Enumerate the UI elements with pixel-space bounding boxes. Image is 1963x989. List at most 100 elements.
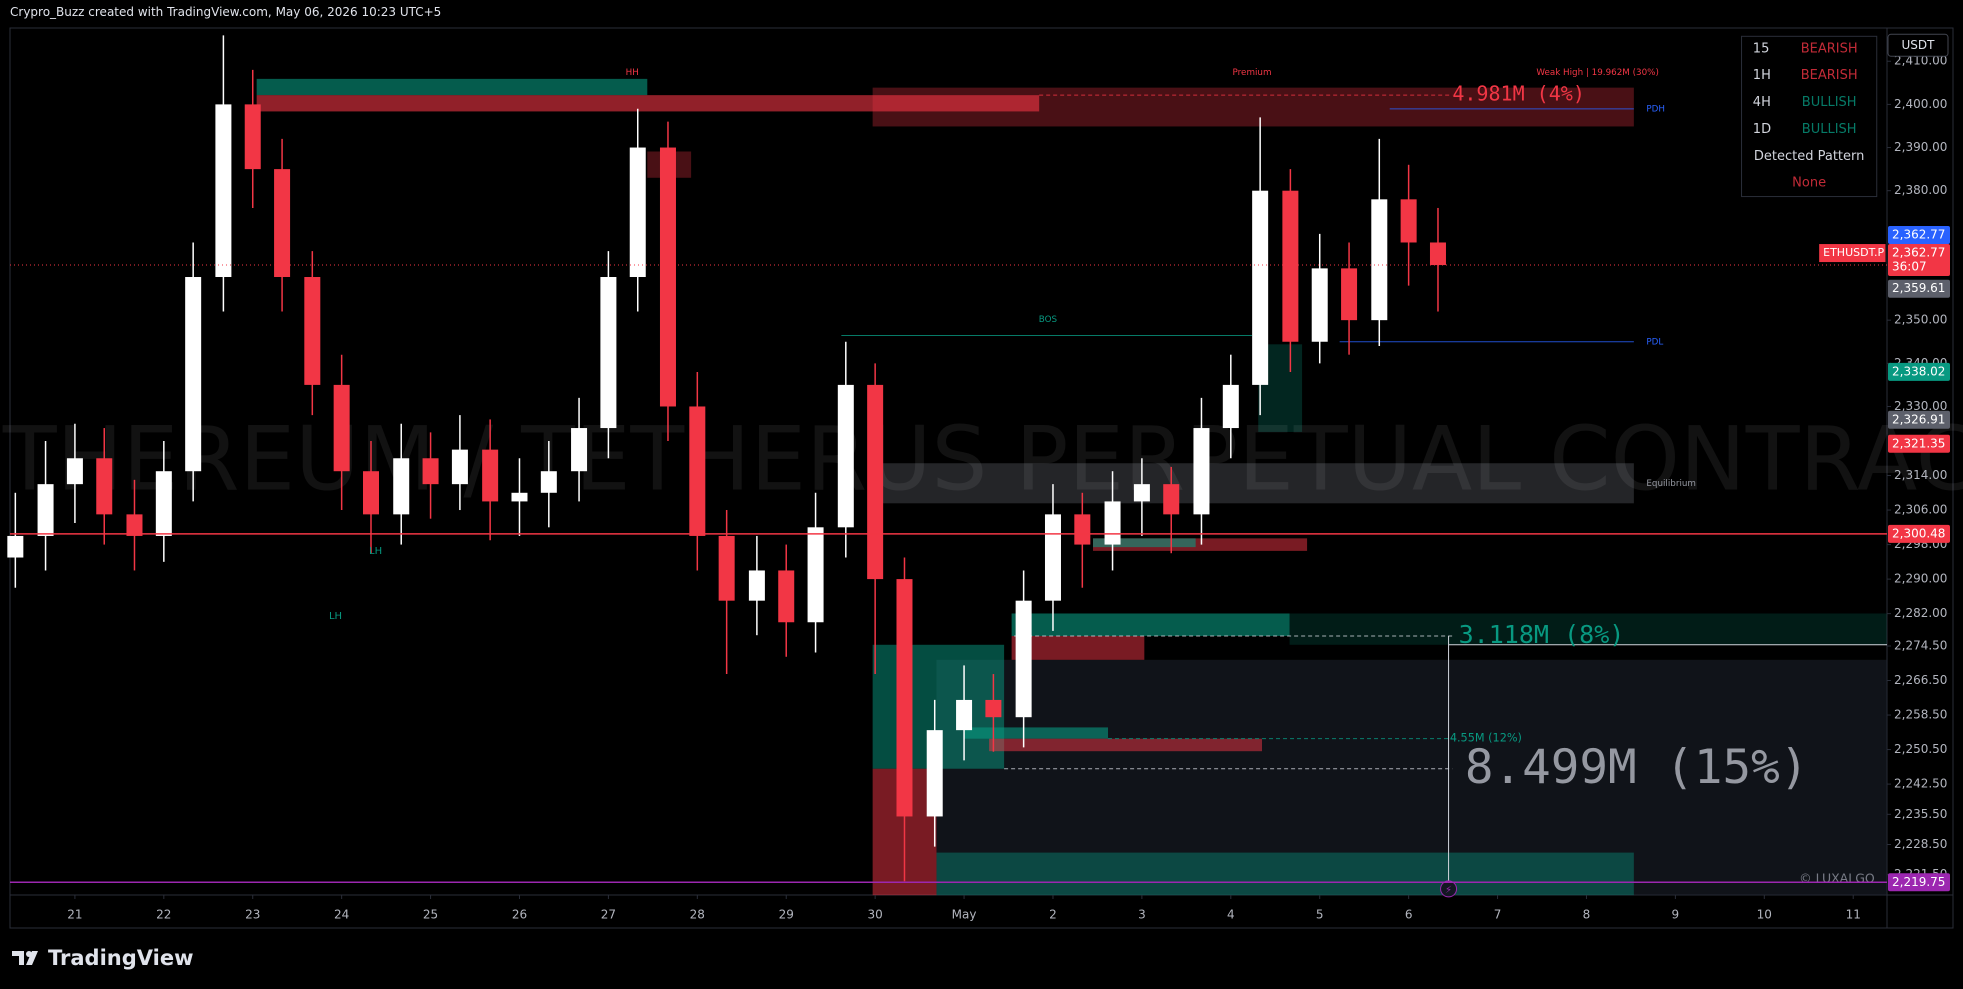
header-title: Crypro_Buzz created with TradingView.com… — [10, 5, 442, 19]
candle-body — [807, 527, 824, 623]
annotation: LH — [369, 546, 382, 557]
candle-body — [96, 458, 113, 515]
annotation: LH — [329, 611, 342, 622]
zone — [989, 738, 1263, 752]
alert-icon — [1440, 880, 1458, 898]
y-tick-label: 2,266.50 — [1894, 673, 1947, 687]
price-tag-label: 2,326.91 — [1892, 412, 1945, 426]
y-tick-label: 2,250.50 — [1894, 742, 1947, 756]
price-tag — [1888, 279, 1950, 298]
zone — [936, 852, 1634, 896]
y-tick-label: 2,274.50 — [1894, 638, 1947, 652]
table-trend: BULLISH — [1802, 95, 1857, 110]
candle-body — [896, 579, 913, 817]
candle-body — [956, 699, 973, 731]
candle-body — [333, 384, 350, 472]
x-tick-label: 26 — [512, 908, 527, 922]
y-tick-label: 2,228.50 — [1894, 837, 1947, 851]
candle-body — [126, 514, 143, 536]
x-tick-label: 24 — [334, 908, 349, 922]
candle-body — [1341, 268, 1358, 321]
table-timeframe: 1D — [1753, 122, 1771, 137]
symbol-tag-label: ETHUSDT.P — [1823, 246, 1884, 259]
price-tag — [1888, 244, 1950, 277]
candle-body — [629, 147, 646, 278]
zone — [1011, 613, 1290, 637]
x-tick-label: 28 — [690, 908, 705, 922]
y-tick-label: 2,235.50 — [1894, 807, 1947, 821]
candle-body — [600, 277, 617, 429]
price-tag — [1888, 434, 1950, 453]
x-tick-label: 8 — [1583, 908, 1591, 922]
annotation: 3.118M (8%) — [1459, 620, 1625, 649]
zone — [256, 78, 648, 96]
y-tick-label: 2,258.50 — [1894, 708, 1947, 722]
candle-body — [1311, 268, 1328, 342]
price-tag-label: 2,338.02 — [1892, 364, 1945, 378]
price-tag-label: 2,362.77 — [1892, 246, 1945, 260]
x-tick-label: 10 — [1757, 908, 1772, 922]
candle-body — [659, 147, 676, 407]
candle-body — [867, 384, 884, 580]
x-tick-label: 29 — [779, 908, 794, 922]
candle-body — [1222, 384, 1239, 429]
annotation: HH — [626, 68, 639, 78]
y-tick-label: 2,314.00 — [1894, 468, 1947, 482]
x-tick-label: 21 — [67, 908, 82, 922]
x-tick-label: 11 — [1846, 908, 1861, 922]
candle-body — [689, 406, 706, 536]
candle-body — [422, 458, 439, 485]
table-trend: BEARISH — [1801, 41, 1858, 56]
candle-body — [1429, 242, 1446, 266]
x-tick-label: 27 — [601, 908, 616, 922]
candle-body — [7, 535, 24, 558]
x-tick-label: 22 — [156, 908, 171, 922]
annotation: PDL — [1646, 337, 1663, 347]
price-tag-label: 2,300.48 — [1892, 526, 1945, 540]
price-tag-label: 2,362.77 — [1892, 228, 1945, 242]
candle-body — [1400, 199, 1417, 243]
y-tick-label: 2,290.00 — [1894, 572, 1947, 586]
table-pattern: None — [1792, 175, 1826, 190]
annotation: © LUXALGO — [1799, 870, 1875, 885]
x-tick-label: 4 — [1227, 908, 1235, 922]
price-tag — [1888, 873, 1950, 892]
candle-body — [718, 535, 735, 601]
candle-body — [571, 428, 588, 472]
chart: ETHEREUM / TETHERUS PERPETUAL CONTRACT 4.… — [0, 27, 1963, 929]
annotation: Weak High | 19.962M (30%) — [1536, 68, 1659, 78]
currency-label: USDT — [1902, 38, 1936, 52]
zone — [256, 95, 1040, 112]
x-tick-label: 30 — [868, 908, 883, 922]
price-tag-countdown: 36:07 — [1892, 260, 1927, 274]
candle-body — [66, 458, 83, 485]
candle-body — [1015, 600, 1032, 718]
price-tag-label: 2,359.61 — [1892, 281, 1945, 295]
brand-logo — [12, 951, 38, 965]
annotation: BOS — [1039, 315, 1058, 325]
x-tick-label: 7 — [1494, 908, 1502, 922]
table-timeframe: 4H — [1753, 95, 1771, 110]
x-tick-label: 3 — [1138, 908, 1146, 922]
price-tag — [1888, 524, 1950, 543]
candle-body — [1193, 428, 1210, 515]
candle-body — [37, 484, 54, 536]
candle-body — [1104, 501, 1121, 545]
y-tick-label: 2,350.00 — [1894, 313, 1947, 327]
y-tick-label: 2,390.00 — [1894, 140, 1947, 154]
candle-body — [185, 277, 202, 472]
brand-name: TradingView — [48, 946, 194, 970]
candle-body — [274, 169, 291, 278]
candle-body — [1282, 190, 1299, 342]
table-trend: BULLISH — [1802, 122, 1857, 137]
candle-body — [985, 699, 1002, 718]
candle-body — [362, 471, 379, 515]
x-tick-label: 25 — [423, 908, 438, 922]
y-tick-label: 2,242.50 — [1894, 777, 1947, 791]
candle-body — [1163, 484, 1180, 515]
zone — [1011, 636, 1145, 660]
trend-table — [1741, 35, 1878, 198]
currency-button[interactable] — [1887, 33, 1949, 57]
y-tick-label: 2,380.00 — [1894, 183, 1947, 197]
